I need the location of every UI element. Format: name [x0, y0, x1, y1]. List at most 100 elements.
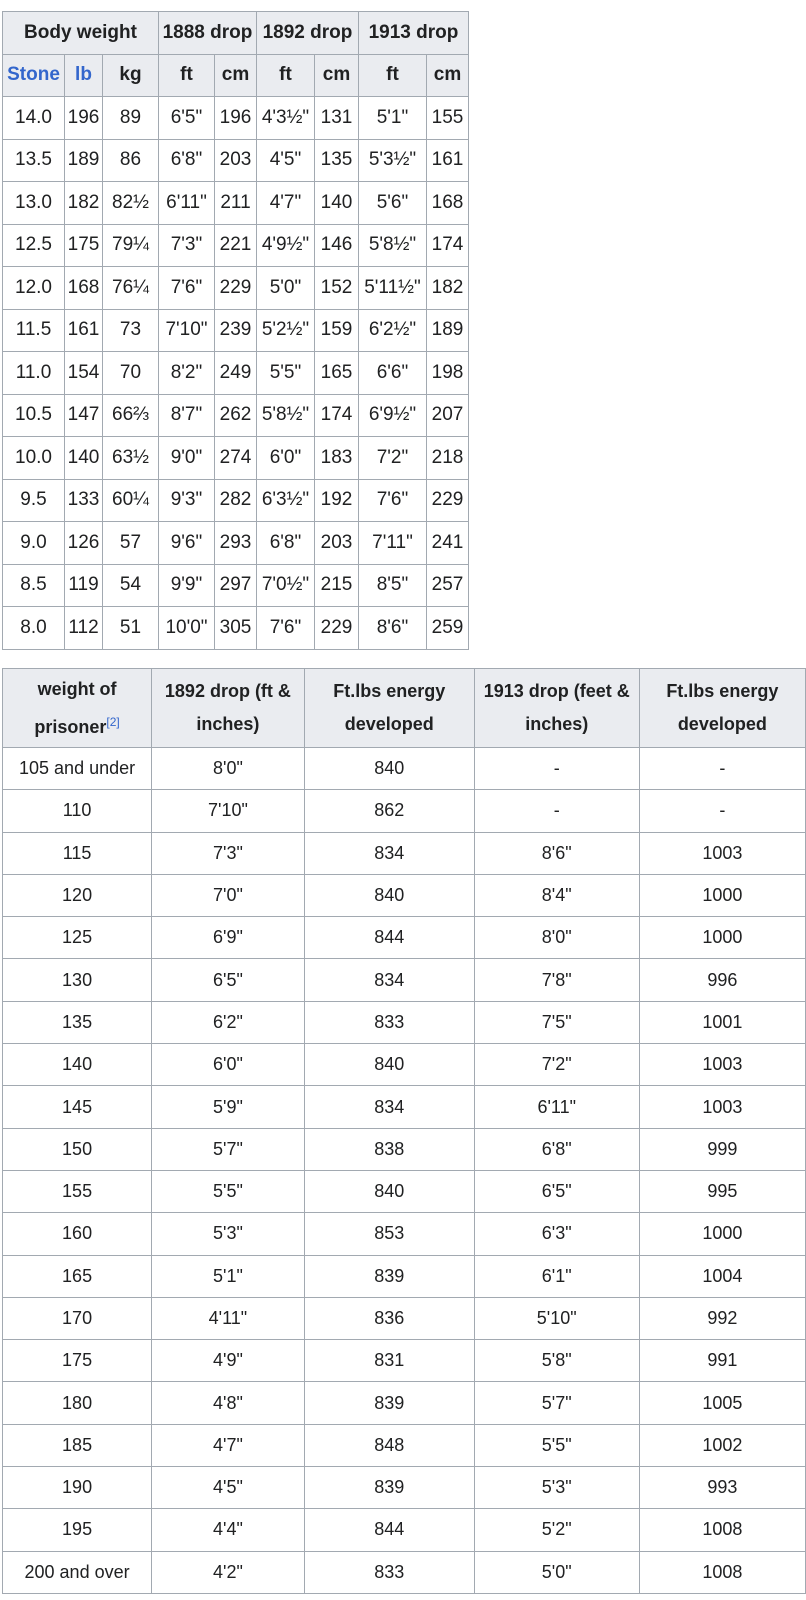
table-cell: 5'3"	[473, 1466, 640, 1510]
table-row: 13.0 182 82½ 6'11" 211 4'7" 140 5'6" 168	[2, 181, 469, 225]
table-row: 165 5'1" 839 6'1" 1004	[1, 1254, 806, 1298]
header-weight-text: weight of prisoner	[34, 678, 117, 737]
header-cm: cm	[314, 53, 359, 97]
table-cell: 174	[426, 223, 469, 267]
table-cell: 154	[64, 351, 103, 395]
header-ft: ft	[158, 53, 215, 97]
header-1888-drop: 1888 drop	[158, 11, 257, 55]
table-cell: 203	[214, 138, 257, 182]
table1-body: 14.0 196 89 6'5" 196 4'3½" 131 5'1" 155 13.5 189 86…	[2, 96, 469, 650]
table-cell: 155	[1, 1169, 153, 1214]
table-row: 13.5 189 86 6'8" 203 4'5" 135 5'3½" 161	[2, 138, 469, 182]
table-cell: 4'7"	[256, 181, 315, 225]
table-cell: 4'9"	[151, 1339, 305, 1383]
table-row: 9.5 133 60¼ 9'3" 282 6'3½" 192 7'6" 229	[2, 478, 469, 522]
table-cell: 241	[426, 521, 469, 565]
table-row: 135 6'2" 833 7'5" 1001	[1, 1000, 806, 1045]
table-cell: 1000	[638, 916, 806, 960]
table-cell: 834	[303, 958, 475, 1002]
table-cell: 161	[426, 138, 469, 182]
table-cell: 6'5"	[473, 1169, 640, 1214]
table-cell: 140	[314, 181, 359, 225]
table-cell: 60¼	[102, 478, 159, 522]
table-cell: 834	[303, 1085, 475, 1129]
table-cell: 105 and under	[1, 746, 153, 791]
table-cell: 839	[303, 1466, 475, 1510]
table-cell: 7'6"	[256, 606, 315, 650]
table-cell: 168	[64, 266, 103, 310]
table-cell: 5'3"	[151, 1212, 305, 1256]
table-cell: 833	[303, 1000, 475, 1045]
table-cell: 6'3"	[473, 1212, 640, 1256]
table-cell: 1008	[638, 1550, 806, 1594]
table-cell: 185	[1, 1423, 153, 1468]
table-cell: 6'1"	[473, 1254, 640, 1298]
drop-table-by-stone: Body weight 1888 drop 1892 drop 1913 dro…	[2, 11, 469, 650]
table-cell: 305	[214, 606, 257, 650]
table-cell: 161	[64, 308, 103, 352]
table-cell: 4'8"	[151, 1381, 305, 1425]
table-row: 145 5'9" 834 6'11" 1003	[1, 1085, 806, 1129]
table-cell: 195	[1, 1508, 153, 1552]
table-cell: 6'6"	[358, 351, 427, 395]
header-1892-drop: 1892 drop	[256, 11, 359, 55]
header-1913-drop-ft-in: 1913 drop (feet & inches)	[473, 668, 640, 748]
table-cell: 5'8½"	[358, 223, 427, 267]
header-stone-link[interactable]: Stone	[2, 53, 65, 97]
header-lb-link[interactable]: lb	[64, 53, 103, 97]
table-cell: 229	[214, 266, 257, 310]
table-cell: 844	[303, 1508, 475, 1552]
table-cell: 7'2"	[473, 1043, 640, 1087]
table-cell: 189	[426, 308, 469, 352]
table-cell: 6'3½"	[256, 478, 315, 522]
table-cell: 831	[303, 1339, 475, 1383]
group-header-row: Body weight 1888 drop 1892 drop 1913 dro…	[2, 11, 469, 55]
table-cell: 5'1"	[151, 1254, 305, 1298]
table-cell: 7'10"	[151, 789, 305, 833]
table-cell: 86	[102, 138, 159, 182]
table-row: 200 and over 4'2" 833 5'0" 1008	[1, 1550, 806, 1594]
table-cell: 170	[1, 1296, 153, 1341]
table-row: 105 and under 8'0" 840- -	[1, 746, 806, 791]
table-cell: 131	[314, 96, 359, 140]
table-cell: 9'0"	[158, 436, 215, 480]
table-cell: 848	[303, 1423, 475, 1468]
table-cell: 125	[1, 916, 153, 960]
table-row: 115 7'3" 834 8'6" 1003	[1, 831, 806, 875]
table-cell: 7'2"	[358, 436, 427, 480]
table-cell: 6'8"	[473, 1127, 640, 1171]
table-cell: 11.0	[2, 351, 65, 395]
table-cell: 8'6"	[358, 606, 427, 650]
table-cell: 12.0	[2, 266, 65, 310]
table-cell: 1004	[638, 1254, 806, 1298]
table-cell: 834	[303, 831, 475, 875]
table-row: 10.0 140 63½ 9'0" 274 6'0" 183 7'2" 218	[2, 436, 469, 480]
header-weight-of-prisoner: weight of prisoner[2]	[1, 668, 153, 748]
header-body-weight: Body weight	[2, 11, 159, 55]
table-cell: 995	[638, 1169, 806, 1214]
table-cell: 9'3"	[158, 478, 215, 522]
table-cell: 126	[64, 521, 103, 565]
table-cell: 1003	[638, 1085, 806, 1129]
reference-link[interactable]: [2]	[106, 714, 120, 729]
table-cell: 196	[214, 96, 257, 140]
table-cell: 8'0"	[151, 746, 305, 791]
table-cell: 147	[64, 393, 103, 437]
table-cell: 7'8"	[473, 958, 640, 1002]
table-cell: 839	[303, 1254, 475, 1298]
table-cell: 211	[214, 181, 257, 225]
table-cell: 4'3½"	[256, 96, 315, 140]
table-cell: 6'5"	[158, 96, 215, 140]
table-cell: 6'0"	[256, 436, 315, 480]
table-row: 195 4'4" 844 5'2" 1008	[1, 1508, 806, 1552]
table-cell: 13.5	[2, 138, 65, 182]
table-cell: 4'11"	[151, 1296, 305, 1341]
table-cell: 293	[214, 521, 257, 565]
header-cm: cm	[426, 53, 469, 97]
table-cell: 257	[426, 563, 469, 607]
table-row: 11.0 154 70 8'2" 249 5'5" 165 6'6" 198	[2, 351, 469, 395]
table-row: 130 6'5" 834 7'8" 996	[1, 958, 806, 1002]
table-cell: 7'0½"	[256, 563, 315, 607]
table-cell: 844	[303, 916, 475, 960]
table-cell: 6'2½"	[358, 308, 427, 352]
